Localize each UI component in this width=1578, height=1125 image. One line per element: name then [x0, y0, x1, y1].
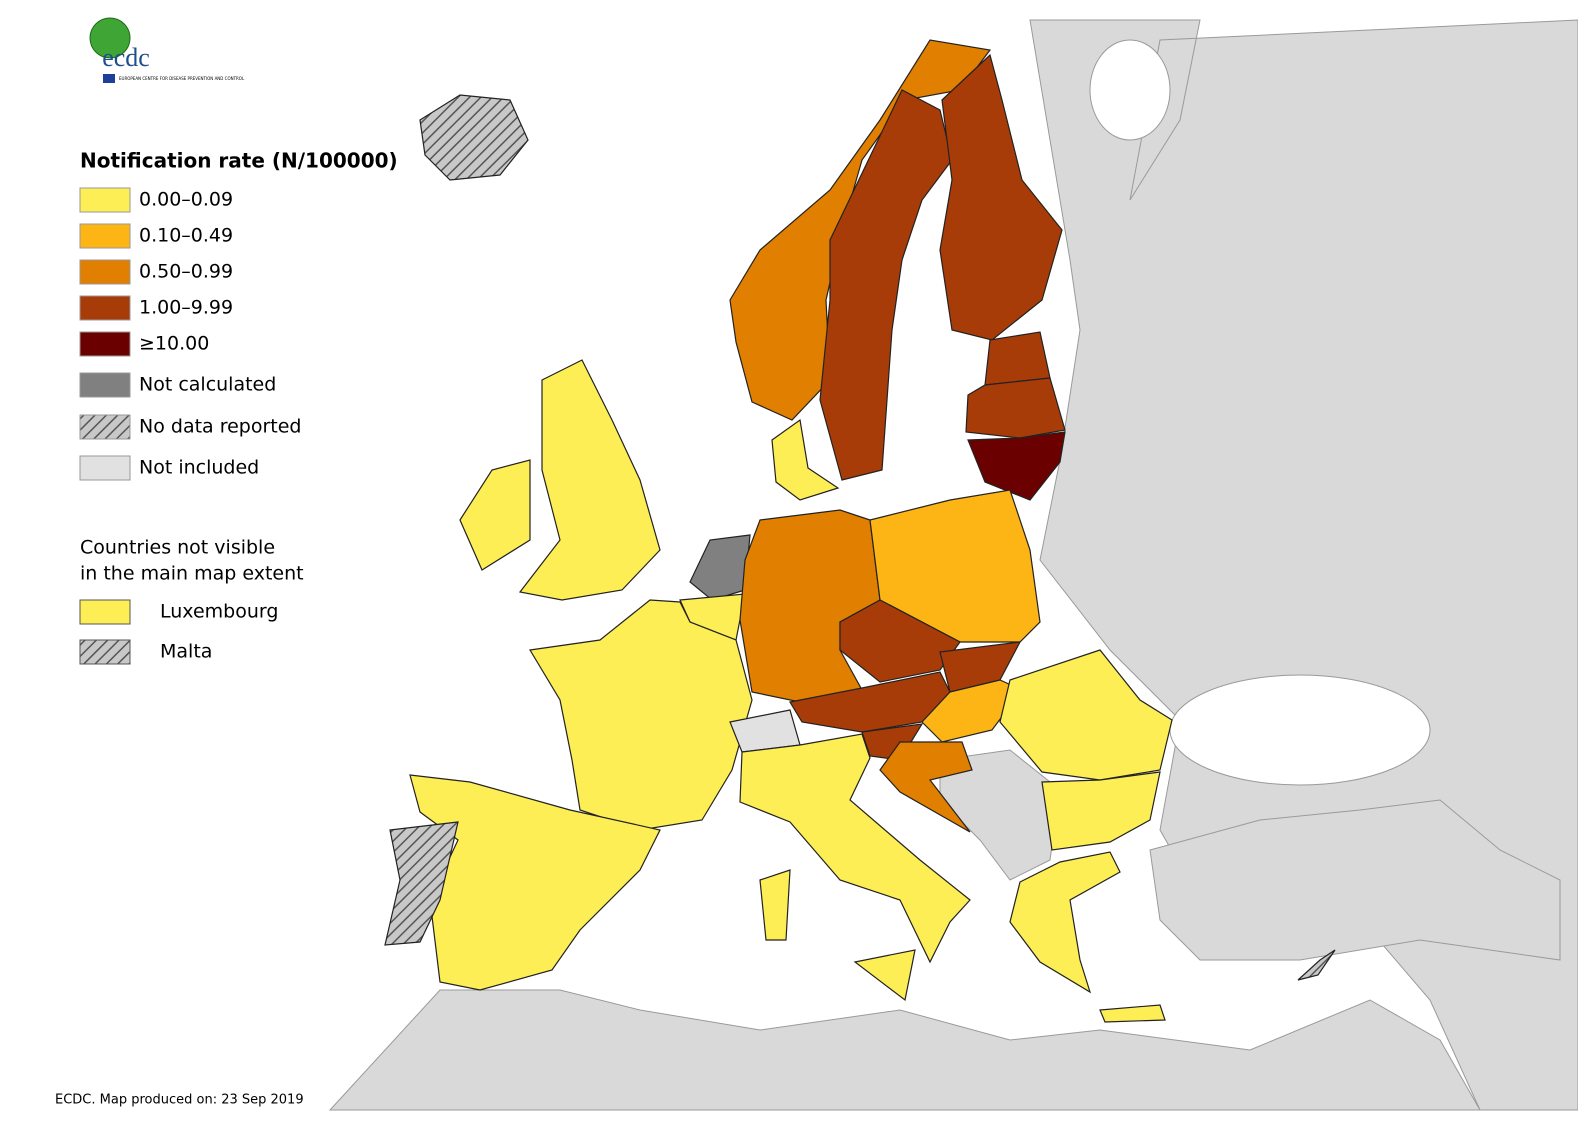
legend-label: 0.00–0.09: [139, 189, 233, 211]
latvia: [965, 377, 1066, 439]
cyprus: [1297, 949, 1336, 981]
legend-label: Not calculated: [139, 374, 276, 396]
legend-label: ≥10.00: [139, 333, 209, 355]
footer: ECDC. Map produced on: 23 Sep 2019: [55, 1093, 304, 1108]
germany: [739, 509, 881, 703]
finland: [939, 53, 1063, 341]
iceland: [419, 94, 529, 181]
bulgaria: [1041, 771, 1161, 851]
legend-swatch: [79, 187, 131, 213]
sardinia: [759, 869, 791, 941]
romania: [999, 649, 1173, 781]
united-kingdom: [518, 359, 661, 601]
sweden: [819, 89, 953, 481]
legend-swatch: [79, 259, 131, 285]
greece: [1009, 851, 1121, 994]
legend-label: 1.00–9.99: [139, 297, 233, 319]
inset-label: Malta: [160, 641, 212, 663]
inset-swatch: [79, 639, 131, 665]
eu-flag: [103, 74, 115, 83]
legend-title: Notification rate (N/100000): [80, 149, 398, 173]
legend-swatch: [79, 414, 131, 440]
countries: [384, 39, 1336, 1023]
croatia: [879, 741, 973, 833]
legend-label: No data reported: [139, 416, 302, 438]
legend-label: 0.10–0.49: [139, 225, 233, 247]
lithuania: [967, 431, 1066, 501]
logo-subtitle: EUROPEAN CENTRE FOR DISEASE PREVENTION A…: [119, 76, 245, 81]
estonia: [984, 331, 1051, 386]
portugal: [384, 821, 459, 946]
sicily: [853, 949, 916, 1002]
legend-swatch: [79, 223, 131, 249]
legend-label: Not included: [139, 457, 259, 479]
denmark: [771, 418, 840, 501]
seas: [1089, 39, 1431, 786]
legend-label: 0.50–0.99: [139, 261, 233, 283]
inset-title: Countries not visible: [80, 537, 275, 559]
crete: [1099, 1004, 1166, 1023]
legend-swatch: [79, 455, 131, 481]
legend-swatch: [79, 372, 131, 398]
inset-label: Luxembourg: [160, 601, 278, 623]
legend: 0.00–0.09 0.10–0.49 0.50–0.99 1.00–9.99 ≥10.…: [79, 187, 302, 481]
inset-title: in the main map extent: [80, 563, 304, 585]
spain: [409, 774, 661, 991]
legend-swatch: [79, 331, 131, 357]
base-land: [328, 19, 1578, 1111]
ireland: [459, 459, 531, 571]
logo: ecdc EUROPEAN CENTRE FOR DISEASE PREVENT…: [89, 17, 245, 83]
czechia: [839, 599, 961, 683]
logo-text: ecdc: [102, 43, 150, 72]
italy: [739, 733, 971, 964]
inset-swatch: [79, 599, 131, 625]
legend-swatch: [79, 295, 131, 321]
inset-legend: Countries not visible in the main map ext…: [79, 537, 304, 665]
logo-globe: [89, 17, 131, 59]
